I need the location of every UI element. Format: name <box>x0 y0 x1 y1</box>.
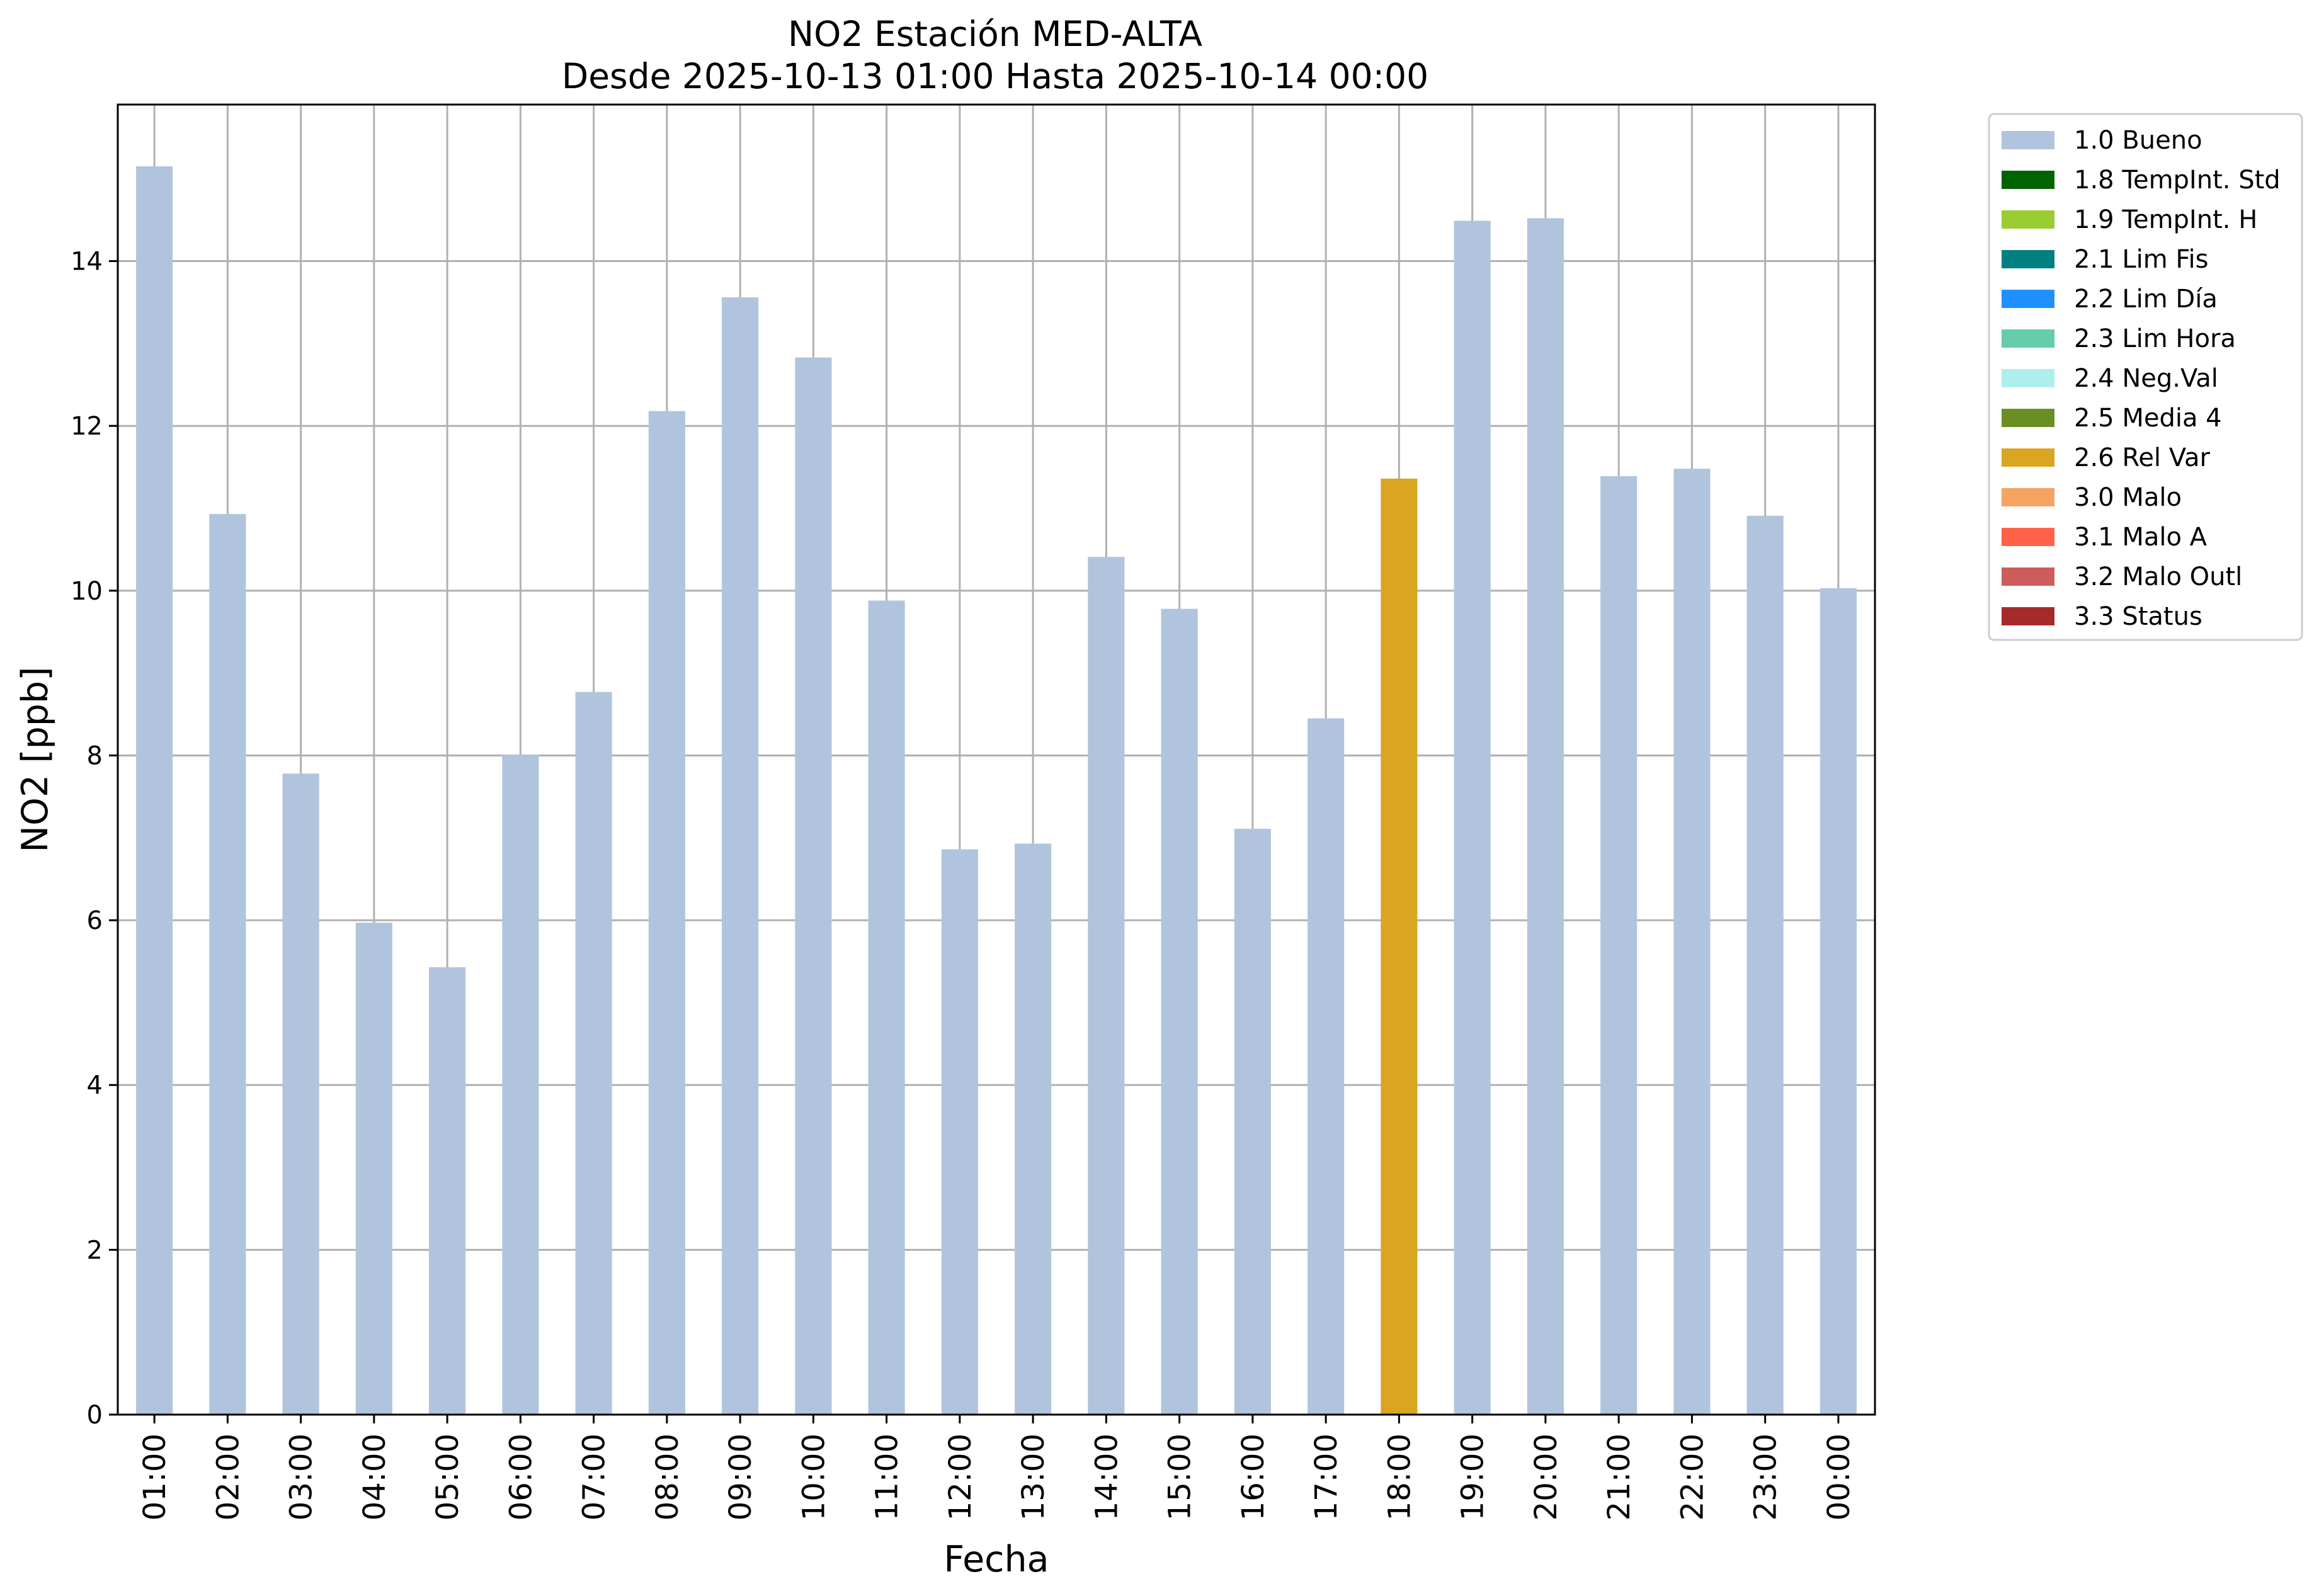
x-axis-ticks: 01:00 02:00 03:00 04:00 05:00 06:00 07:00 08:00… <box>137 1415 1857 1520</box>
legend-swatch <box>2002 409 2054 427</box>
x-tick-label: 01:00 <box>137 1434 173 1520</box>
legend-label: 1.8 TempInt. Std <box>2074 166 2281 195</box>
y-tick-label: 12 <box>71 412 103 441</box>
legend-label: 3.0 Malo <box>2074 483 2182 512</box>
legend-label: 1.0 Bueno <box>2074 126 2202 155</box>
bar-0600 <box>502 755 539 1415</box>
bar-0900 <box>722 297 759 1415</box>
x-tick-label: 02:00 <box>210 1434 246 1520</box>
bar-0000 <box>1820 588 1857 1415</box>
bar-1900 <box>1454 220 1491 1415</box>
x-tick-label: 22:00 <box>1675 1434 1710 1520</box>
bar-2200 <box>1673 469 1711 1415</box>
x-tick-label: 09:00 <box>723 1434 758 1520</box>
legend: 1.0 Bueno 1.8 TempInt. Std 1.9 TempInt. H 2… <box>1988 113 2303 641</box>
legend-swatch <box>2002 567 2054 586</box>
y-axis-ticks: 0 2 4 6 8 10 12 14 <box>71 248 118 1430</box>
bar-2300 <box>1746 515 1784 1415</box>
x-tick-label: 03:00 <box>284 1434 319 1520</box>
legend-label: 3.2 Malo Outl <box>2074 562 2242 591</box>
legend-swatch <box>2002 250 2054 268</box>
x-tick-label: 11:00 <box>870 1434 905 1520</box>
x-tick-label: 23:00 <box>1748 1434 1784 1520</box>
legend-swatch <box>2002 329 2054 348</box>
y-tick-label: 10 <box>71 577 103 606</box>
x-tick-label: 12:00 <box>943 1434 978 1520</box>
legend-swatch <box>2002 607 2054 625</box>
bar-1000 <box>795 357 832 1415</box>
bar-1300 <box>1015 843 1052 1415</box>
bar-0100 <box>136 166 173 1415</box>
y-tick-label: 14 <box>71 248 103 276</box>
bar-1100 <box>868 600 905 1415</box>
legend-swatch <box>2002 210 2054 229</box>
y-tick-label: 8 <box>87 741 103 770</box>
x-axis-label: Fecha <box>943 1539 1049 1580</box>
legend-label: 2.3 Lim Hora <box>2074 324 2236 353</box>
bar-0200 <box>209 514 246 1415</box>
legend-label: 1.9 TempInt. H <box>2074 205 2257 234</box>
bar-2000 <box>1527 218 1564 1415</box>
bar-1800 <box>1381 478 1418 1415</box>
x-tick-label: 07:00 <box>577 1434 612 1520</box>
legend-swatch <box>2002 290 2054 308</box>
legend-swatch <box>2002 171 2054 189</box>
x-tick-label: 08:00 <box>650 1434 685 1520</box>
y-tick-label: 6 <box>87 906 103 935</box>
x-tick-label: 21:00 <box>1602 1434 1637 1520</box>
bar-1600 <box>1234 828 1271 1415</box>
y-tick-label: 4 <box>87 1071 103 1100</box>
legend-label: 2.5 Media 4 <box>2074 404 2222 433</box>
legend-label: 3.3 Status <box>2074 602 2202 631</box>
x-tick-label: 17:00 <box>1309 1434 1344 1520</box>
chart-subtitle: Desde 2025-10-13 01:00 Hasta 2025-10-14 … <box>562 56 1428 96</box>
x-tick-label: 04:00 <box>357 1434 392 1520</box>
x-tick-label: 14:00 <box>1089 1434 1124 1520</box>
bar-1200 <box>941 849 978 1415</box>
legend-swatch <box>2002 488 2054 506</box>
legend-swatch <box>2002 131 2054 149</box>
chart-title: NO2 Estación MED-ALTA <box>788 14 1202 54</box>
bar-0300 <box>282 773 319 1415</box>
legend-label: 2.6 Rel Var <box>2074 443 2211 472</box>
legend-box <box>1988 113 2303 641</box>
bars <box>136 166 1857 1415</box>
legend-swatch <box>2002 528 2054 546</box>
x-tick-label: 05:00 <box>430 1434 465 1520</box>
bar-0400 <box>355 923 392 1415</box>
legend-swatch <box>2002 448 2054 467</box>
bar-1400 <box>1088 557 1125 1415</box>
bar-1500 <box>1161 608 1198 1415</box>
legend-label: 3.1 Malo A <box>2074 523 2208 552</box>
legend-items: 1.0 Bueno 1.8 TempInt. Std 1.9 TempInt. H 2… <box>2002 126 2281 631</box>
bar-0700 <box>575 692 612 1415</box>
x-tick-label: 00:00 <box>1821 1434 1857 1520</box>
y-axis-label: NO2 [ppb] <box>14 667 56 853</box>
x-tick-label: 10:00 <box>796 1434 831 1520</box>
bar-1700 <box>1308 718 1345 1415</box>
x-tick-label: 06:00 <box>503 1434 538 1520</box>
legend-label: 2.4 Neg.Val <box>2074 364 2218 393</box>
bar-0800 <box>648 411 685 1415</box>
y-tick-label: 0 <box>87 1401 103 1430</box>
legend-label: 2.2 Lim Día <box>2074 285 2218 314</box>
plot-area-frame <box>117 103 1876 1416</box>
legend-label: 2.1 Lim Fis <box>2074 245 2208 274</box>
x-tick-label: 18:00 <box>1382 1434 1417 1520</box>
bar-2100 <box>1600 476 1638 1415</box>
x-tick-label: 13:00 <box>1016 1434 1051 1520</box>
x-tick-label: 20:00 <box>1529 1434 1564 1520</box>
x-tick-label: 19:00 <box>1456 1434 1491 1520</box>
y-tick-label: 2 <box>87 1236 103 1265</box>
x-tick-label: 16:00 <box>1236 1434 1271 1520</box>
bar-0500 <box>429 967 466 1415</box>
legend-swatch <box>2002 369 2054 387</box>
x-tick-label: 15:00 <box>1163 1434 1198 1520</box>
